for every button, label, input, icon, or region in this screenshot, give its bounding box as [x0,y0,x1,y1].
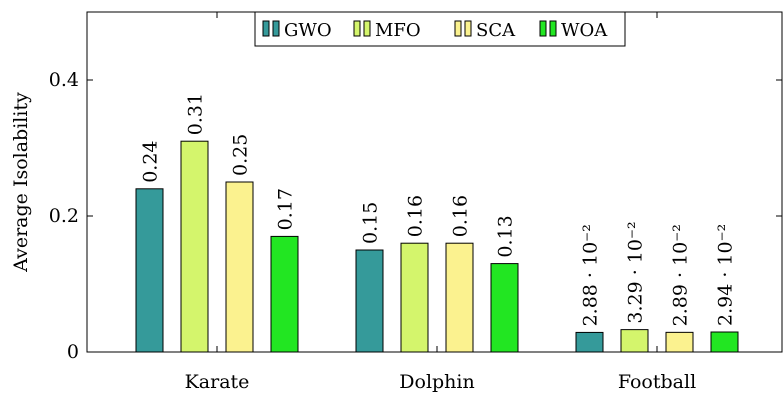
x-tick-label: Karate [185,371,250,393]
x-tick-label: Dolphin [399,371,474,393]
legend-swatch-mfo-a [353,20,361,37]
data-label-sca-karate: 0.25 [230,134,252,176]
y-tick-label: 0 [67,341,79,363]
legend-label-woa: WOA [561,20,608,41]
y-tick-label: 0.4 [49,69,79,91]
data-label-gwo-dolphin: 0.15 [360,202,382,244]
legend-swatch-sca-a [454,20,462,37]
legend-swatch-mfo-b [363,20,371,37]
data-labels-group: 0.24 0.31 0.25 0.17 0.15 0.16 0.16 0.13 2.88 · 1… [140,93,737,327]
axes-group: Karate Dolphin Football 0 0.2 0.4 [49,11,783,393]
bar-sca-dolphin [445,242,474,353]
legend-box [254,11,626,47]
bar-woa-karate [270,235,299,353]
bar-mfo-football [620,329,649,353]
legend-swatch-sca-b [464,20,472,37]
bar-sca-karate [225,181,254,353]
bar-woa-dolphin [490,263,519,353]
legend-swatch-gwo-a [262,20,270,37]
bar-mfo-karate [180,140,209,353]
y-axis-label: Average Isolability [10,92,32,273]
bar-gwo-football [575,331,604,353]
data-label-mfo-dolphin: 0.16 [405,195,427,237]
legend-swatch-woa-a [539,20,547,37]
bars-group [135,140,739,353]
legend: GWO MFO SCA WOA [254,11,626,47]
data-label-woa-karate: 0.17 [275,188,297,230]
data-label-woa-dolphin: 0.13 [495,215,517,257]
data-label-sca-football: 2.89 · 10⁻² [670,224,692,326]
bar-mfo-dolphin [400,242,429,353]
legend-label-gwo: GWO [284,20,332,41]
data-label-mfo-karate: 0.31 [185,93,207,135]
data-label-sca-dolphin: 0.16 [450,195,472,237]
legend-label-mfo: MFO [375,20,421,41]
legend-swatch-gwo-b [272,20,280,37]
bar-gwo-dolphin [355,249,384,353]
x-tick-label: Football [618,371,696,393]
bar-sca-football [665,331,694,353]
legend-label-sca: SCA [476,20,516,41]
data-label-woa-football: 2.94 · 10⁻² [715,224,737,326]
data-label-gwo-karate: 0.24 [140,140,162,182]
bar-woa-football [710,331,739,353]
y-tick-label: 0.2 [49,205,79,227]
legend-swatch-woa-b [549,20,557,37]
data-label-gwo-football: 2.88 · 10⁻² [580,224,602,326]
bar-gwo-karate [135,188,164,353]
data-label-mfo-football: 3.29 · 10⁻² [625,221,647,323]
